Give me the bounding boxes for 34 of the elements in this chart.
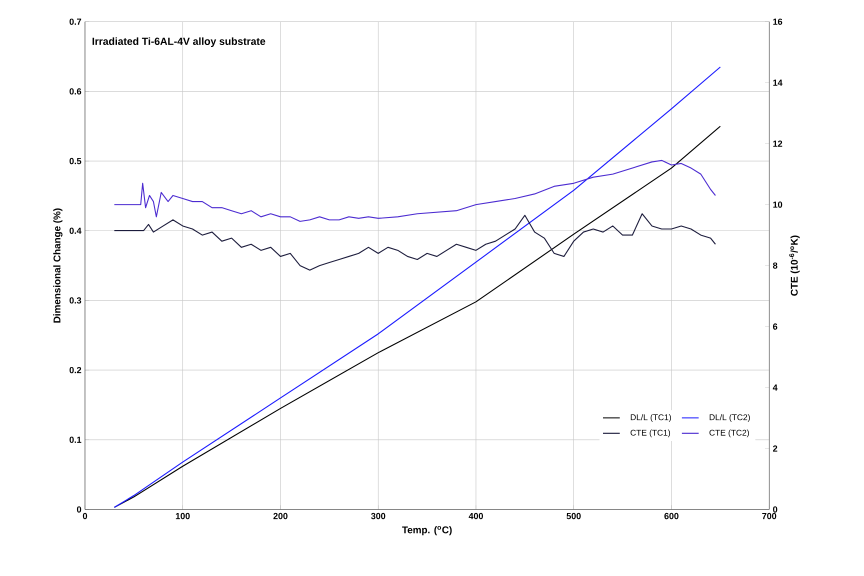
y2-axis-title: CTE (10$^{-6}$/$^{o}$K)	[789, 236, 800, 296]
y2-tick-label: 16	[773, 18, 782, 26]
y-tick-label: 0	[76, 506, 82, 513]
legend-label: CTE (TC2)	[709, 430, 749, 438]
y-tick-label: 0.6	[70, 88, 82, 95]
x-tick-label: 100	[176, 513, 190, 520]
y2-tick-label: 10	[773, 202, 782, 208]
y2-tick-label: 8	[772, 262, 778, 269]
legend-label: DL/L (TC1)	[630, 414, 671, 422]
x-tick-label: 0	[82, 513, 88, 520]
y2-tick-label: 14	[773, 80, 782, 86]
y2-tick-label: 2	[772, 446, 778, 452]
y-tick-label: 0.3	[70, 297, 82, 304]
line-series	[114, 213, 716, 271]
y-tick-label: 0.1	[70, 436, 82, 444]
x-axis-title: Temp. ($^{o}$C)	[402, 526, 452, 536]
y2-tick-label: 4	[772, 384, 778, 391]
y-tick-label: 0.5	[70, 158, 82, 164]
y2-tick-label: 12	[773, 140, 782, 147]
legend-label: DL/L (TC2)	[710, 414, 750, 422]
y2-tick-label: 6	[773, 324, 778, 330]
y-tick-label: 0.4	[70, 228, 82, 234]
y2-tick-label: 0	[773, 506, 778, 513]
y-tick-label: 0.2	[70, 367, 82, 374]
legend-label: CTE (TC1)	[630, 430, 670, 438]
y-tick-label: 0.7	[70, 18, 82, 26]
x-tick-label: 500	[566, 513, 581, 520]
x-tick-label: 600	[664, 513, 678, 520]
x-tick-label: 400	[468, 513, 483, 520]
x-tick-label: 200	[273, 513, 288, 520]
x-tick-label: 700	[762, 513, 776, 520]
text: Irradiated Ti-6AL-4V alloy substrate	[92, 38, 266, 48]
x-tick-label: 300	[371, 513, 386, 520]
y-axis-title: Dimensional Change (%)	[53, 208, 62, 323]
